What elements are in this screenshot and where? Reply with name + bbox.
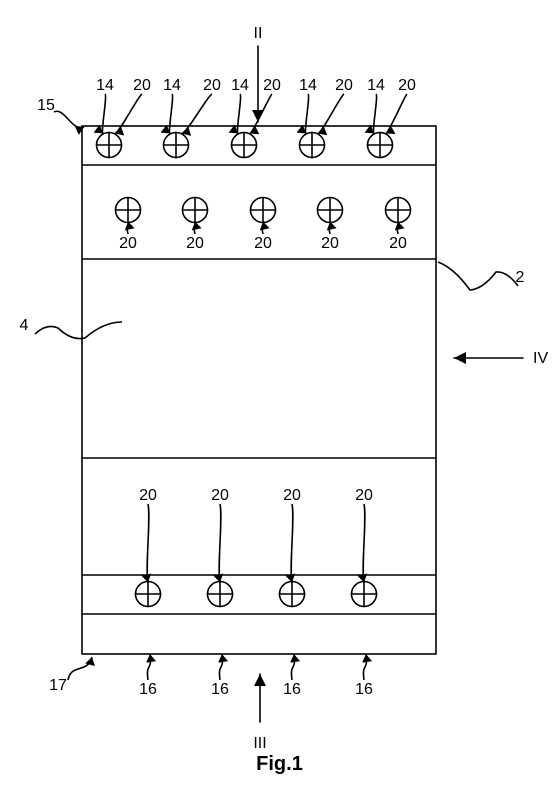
row2-label-0: 20	[119, 235, 137, 252]
row3-toplabel-0: 20	[139, 487, 157, 504]
row2-label-1: 20	[186, 235, 204, 252]
row3-toplabel-1: 20	[211, 487, 229, 504]
figure-label: Fig.1	[256, 753, 303, 775]
row1-toplabel-9: 20	[398, 77, 416, 94]
row3-toplead-1	[219, 504, 221, 583]
row1-lead-2	[169, 94, 172, 134]
row3-bottomlabel-0: 16	[139, 681, 157, 698]
row1-toplabel-2: 14	[163, 77, 181, 94]
row3-toplead-0	[147, 504, 149, 583]
row1-lead-7	[318, 94, 344, 134]
label-IV: IV	[533, 350, 548, 367]
row2-circle-1	[183, 198, 208, 223]
lead-2	[438, 262, 518, 290]
row1-lead-8	[373, 94, 376, 134]
row3-bottomlabel-2: 16	[283, 681, 301, 698]
row3-bottomlabel-1: 16	[211, 681, 229, 698]
lead-17	[68, 657, 92, 680]
row3-bottomlabel-3: 16	[355, 681, 373, 698]
row1-circle-2	[232, 133, 257, 158]
row1-toplabel-1: 20	[133, 77, 151, 94]
row1-circle-3	[300, 133, 325, 158]
row1-circle-4	[368, 133, 393, 158]
row3-toplabel-3: 20	[355, 487, 373, 504]
row3-circle-3	[352, 582, 377, 607]
row1-toplabel-3: 20	[203, 77, 221, 94]
row2-label-3: 20	[321, 235, 339, 252]
row1-toplabel-6: 14	[299, 77, 317, 94]
label-III: III	[253, 735, 266, 752]
row3-circle-1	[208, 582, 233, 607]
row1-lead-6	[305, 94, 308, 134]
row1-lead-9	[386, 94, 407, 134]
label-17: 17	[49, 677, 67, 694]
row2-circle-3	[318, 198, 343, 223]
row1-toplabel-0: 14	[96, 77, 114, 94]
row2-label-2: 20	[254, 235, 272, 252]
row1-lead-4	[237, 94, 240, 134]
row3-toplabel-2: 20	[283, 487, 301, 504]
row1-lead-3	[182, 94, 212, 134]
label-II: II	[254, 25, 263, 42]
row1-lead-1	[115, 94, 142, 134]
row1-toplabel-7: 20	[335, 77, 353, 94]
label-4: 4	[20, 317, 29, 334]
row1-circle-1	[164, 133, 189, 158]
row2-label-4: 20	[389, 235, 407, 252]
row3-toplead-2	[291, 504, 293, 583]
lead-4	[35, 322, 122, 339]
row3-circle-0	[136, 582, 161, 607]
row1-toplabel-5: 20	[263, 77, 281, 94]
row2-circle-0	[116, 198, 141, 223]
row1-toplabel-8: 14	[367, 77, 385, 94]
row1-toplabel-4: 14	[231, 77, 249, 94]
lead-15	[54, 111, 84, 128]
row2-circle-2	[251, 198, 276, 223]
row1-circle-0	[97, 133, 122, 158]
row2-circle-4	[386, 198, 411, 223]
row3-toplead-3	[363, 504, 365, 583]
label-15: 15	[37, 97, 55, 114]
row1-lead-0	[102, 94, 105, 134]
row3-circle-2	[280, 582, 305, 607]
